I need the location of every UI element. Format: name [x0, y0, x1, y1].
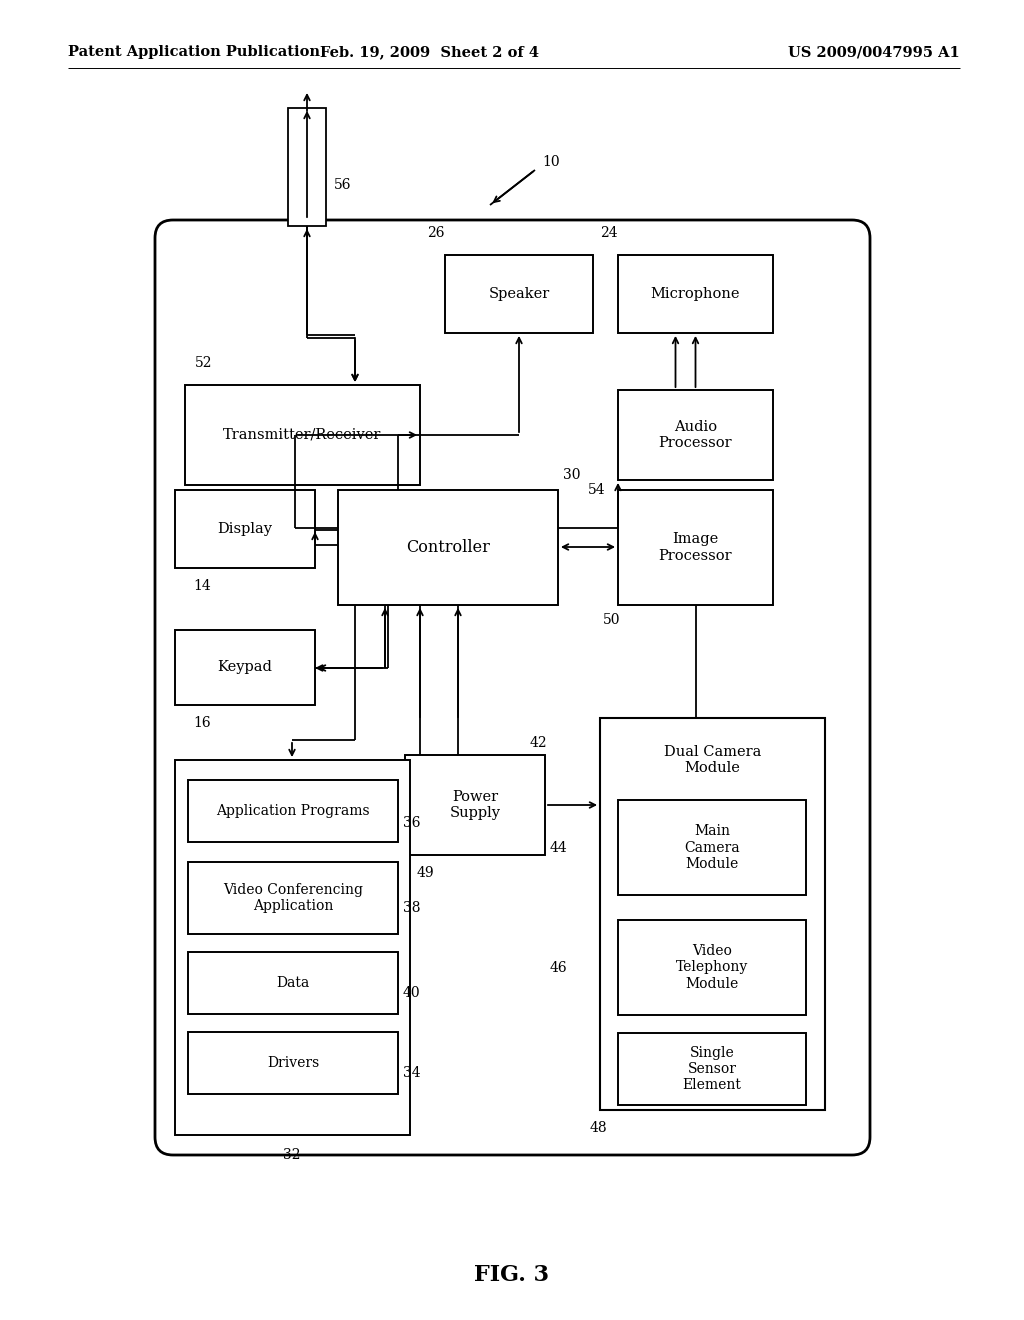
Text: Patent Application Publication: Patent Application Publication — [68, 45, 319, 59]
Bar — [618, 389, 773, 480]
Text: Dual Camera
Module: Dual Camera Module — [664, 744, 761, 775]
Text: 10: 10 — [542, 154, 560, 169]
Text: 54: 54 — [588, 483, 605, 498]
Text: Display: Display — [217, 521, 272, 536]
Text: Video
Telephony
Module: Video Telephony Module — [676, 944, 749, 991]
Text: Main
Camera
Module: Main Camera Module — [684, 824, 739, 871]
Text: 44: 44 — [550, 841, 567, 854]
Text: 16: 16 — [193, 715, 211, 730]
Text: 52: 52 — [195, 356, 213, 370]
Text: 46: 46 — [550, 961, 567, 974]
Text: 24: 24 — [600, 226, 617, 240]
Text: 56: 56 — [334, 178, 351, 191]
Text: Feb. 19, 2009  Sheet 2 of 4: Feb. 19, 2009 Sheet 2 of 4 — [321, 45, 540, 59]
Bar — [175, 490, 315, 568]
Bar — [618, 490, 773, 605]
Bar — [175, 630, 315, 705]
Text: Audio
Processor: Audio Processor — [658, 420, 732, 450]
Text: 49: 49 — [417, 866, 434, 880]
Text: US 2009/0047995 A1: US 2009/0047995 A1 — [788, 45, 961, 59]
Text: Drivers: Drivers — [267, 1056, 319, 1071]
Text: Video Conferencing
Application: Video Conferencing Application — [223, 883, 362, 913]
Text: 30: 30 — [563, 469, 581, 482]
Text: Application Programs: Application Programs — [216, 804, 370, 818]
Bar — [618, 255, 773, 333]
Bar — [618, 800, 806, 895]
Text: 34: 34 — [403, 1067, 421, 1080]
Bar — [188, 952, 398, 1014]
Text: Transmitter/Receiver: Transmitter/Receiver — [223, 428, 382, 442]
FancyBboxPatch shape — [155, 220, 870, 1155]
Text: 26: 26 — [427, 226, 444, 240]
Text: Microphone: Microphone — [650, 286, 740, 301]
Text: Controller: Controller — [407, 539, 489, 556]
Bar — [188, 1032, 398, 1094]
Bar — [445, 255, 593, 333]
Bar — [338, 490, 558, 605]
Text: Power
Supply: Power Supply — [450, 789, 501, 820]
Bar — [406, 755, 545, 855]
Text: 40: 40 — [403, 986, 421, 1001]
Bar — [618, 1034, 806, 1105]
Bar — [188, 862, 398, 935]
Text: Data: Data — [276, 975, 309, 990]
Bar — [600, 718, 825, 1110]
Bar — [288, 108, 326, 226]
Text: 36: 36 — [403, 816, 421, 830]
Text: 14: 14 — [193, 579, 211, 593]
Text: Image
Processor: Image Processor — [658, 532, 732, 562]
Text: Speaker: Speaker — [488, 286, 550, 301]
Text: 32: 32 — [283, 1148, 300, 1162]
Bar — [175, 760, 410, 1135]
Text: 48: 48 — [590, 1121, 607, 1135]
Text: 50: 50 — [603, 612, 621, 627]
Text: 42: 42 — [530, 737, 548, 750]
Text: 38: 38 — [403, 902, 421, 915]
Bar — [188, 780, 398, 842]
Text: Keypad: Keypad — [217, 660, 272, 675]
Text: Single
Sensor
Element: Single Sensor Element — [683, 1045, 741, 1092]
Bar — [185, 385, 420, 484]
Text: FIG. 3: FIG. 3 — [474, 1265, 550, 1286]
Bar — [618, 920, 806, 1015]
